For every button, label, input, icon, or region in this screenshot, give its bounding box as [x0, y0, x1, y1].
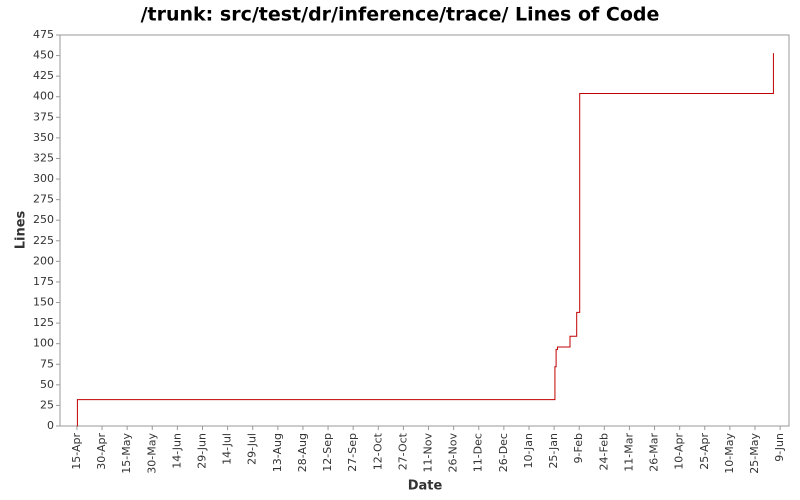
x-tick-label: 28-Aug [296, 433, 309, 472]
x-tick-label: 9-Feb [572, 433, 585, 463]
x-tick-label: 25-Apr [698, 433, 711, 470]
x-tick-label: 30-May [145, 433, 158, 474]
y-tick-label: 450 [33, 49, 54, 62]
y-tick-label: 325 [33, 151, 54, 164]
y-tick-label: 200 [33, 254, 54, 267]
x-tick-label: 12-Oct [371, 432, 384, 470]
x-tick-label: 14-Jul [221, 433, 234, 465]
x-tick-label: 9-Jun [773, 433, 786, 462]
y-tick-label: 125 [33, 316, 54, 329]
x-tick-label: 10-May [723, 433, 736, 474]
x-axis-label: Date [408, 479, 443, 494]
y-tick-label: 50 [40, 378, 54, 391]
x-tick-label: 25-Jan [547, 433, 560, 469]
plot-area [59, 34, 790, 427]
x-tick-label: 12-Sep [321, 433, 334, 472]
data-line [76, 53, 774, 427]
y-tick-label: 350 [33, 131, 54, 144]
y-tick-label: 425 [33, 69, 54, 82]
x-tick-label: 14-Jun [170, 433, 183, 469]
y-tick-label: 225 [33, 234, 54, 247]
x-tick-label: 30-Apr [95, 433, 108, 470]
y-tick-label: 25 [40, 398, 54, 411]
y-tick-label: 375 [33, 110, 54, 123]
x-tick-label: 11-Mar [622, 433, 635, 472]
x-tick-label: 29-Jun [195, 433, 208, 469]
x-tick-label: 10-Apr [673, 433, 686, 470]
y-tick-label: 400 [33, 90, 54, 103]
y-tick-label: 250 [33, 213, 54, 226]
x-tick-label: 26-Nov [447, 433, 460, 473]
x-tick-label: 26-Mar [648, 433, 661, 472]
y-tick-label: 100 [33, 337, 54, 350]
y-tick-label: 475 [33, 28, 54, 41]
x-tick-label: 24-Feb [597, 433, 610, 470]
x-tick-label: 11-Nov [422, 433, 435, 473]
x-tick-label: 10-Jan [522, 433, 535, 469]
y-tick-label: 300 [33, 172, 54, 185]
y-tick-label: 0 [47, 419, 54, 432]
x-tick-label: 11-Dec [472, 433, 485, 472]
x-tick-label: 26-Dec [497, 433, 510, 472]
x-tick-label: 27-Oct [396, 432, 409, 470]
x-tick-label: 27-Sep [346, 433, 359, 472]
y-tick-label: 75 [40, 357, 54, 370]
y-tick-label: 275 [33, 193, 54, 206]
x-tick-label: 25-May [748, 433, 761, 474]
x-tick-label: 13-Aug [271, 433, 284, 472]
y-tick-label: 150 [33, 296, 54, 309]
y-tick-label: 175 [33, 275, 54, 288]
x-tick-label: 15-May [120, 433, 133, 474]
chart-title: /trunk: src/test/dr/inference/trace/ Lin… [141, 4, 660, 26]
y-axis-label: Lines [14, 210, 29, 249]
x-tick-label: 15-Apr [70, 433, 83, 470]
x-tick-label: 29-Jul [246, 433, 259, 465]
